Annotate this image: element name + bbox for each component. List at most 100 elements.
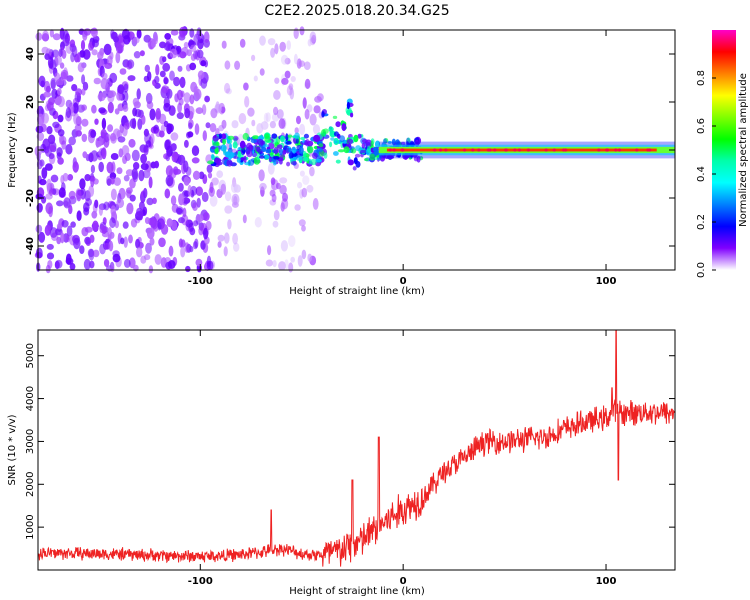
spectrogram-noise-blob: [117, 84, 125, 95]
spectrogram-noise-blob: [188, 222, 194, 232]
spectrogram-noise-blob: [267, 245, 272, 256]
spectrogram-y-tick-label: 0: [25, 146, 36, 153]
spectrogram-noise-blob: [286, 85, 293, 96]
spectrogram-noise-blob: [68, 136, 76, 146]
spectrogram-noise-blob: [98, 161, 104, 173]
colorbar-bar: [712, 30, 736, 270]
spectrogram-transition-blob: [370, 140, 374, 149]
spectrogram-noise-blob: [157, 221, 162, 231]
spectrogram-noise-blob: [187, 184, 192, 197]
spectrogram-noise-blob: [146, 227, 155, 239]
spectrogram-noise-blob: [298, 219, 306, 227]
spectrogram-noise-blob: [97, 92, 106, 102]
spectrogram-transition-blob: [265, 149, 272, 154]
spectrogram-noise-blob: [52, 33, 61, 41]
spectrogram-noise-blob: [115, 51, 121, 64]
snr-y-tick-label: 5000: [25, 343, 36, 368]
spectrogram-transition-blob: [303, 133, 309, 139]
spectrogram-transition-blob: [323, 152, 328, 159]
spectrogram-transition-blob: [273, 147, 279, 155]
spectrogram-noise-blob: [224, 191, 232, 202]
spectrogram-noise-blob: [70, 221, 76, 228]
snr-series-line: [37, 329, 676, 567]
colorbar-tick-label: 0.2: [696, 214, 707, 230]
spectrogram-transition-blob: [232, 156, 239, 159]
spectrogram-noise-blob: [224, 232, 230, 244]
spectrogram-noise-blob: [66, 225, 73, 237]
spectrogram-noise-blob: [164, 139, 171, 151]
spectrogram-noise-blob: [117, 136, 126, 143]
spectrogram-noise-blob: [299, 26, 305, 36]
spectrogram-noise-blob: [191, 157, 200, 164]
spectrogram-noise-blob: [132, 118, 137, 130]
spectrogram-noise-blob: [75, 88, 83, 96]
spectrogram-noise-blob: [296, 115, 301, 125]
spectrogram-noise-blob: [195, 186, 203, 196]
spectrogram-noise-blob: [183, 41, 189, 49]
spectrogram-noise-blob: [221, 119, 227, 129]
spectrogram-noise-blob: [286, 40, 292, 50]
spectrogram-noise-blob: [149, 108, 156, 121]
spectrogram-noise-blob: [148, 265, 154, 274]
spectrogram-noise-blob: [122, 155, 128, 165]
spectrogram-noise-blob: [127, 75, 136, 82]
spectrogram-noise-blob: [265, 112, 271, 122]
snr-x-tick-label: 100: [596, 576, 617, 587]
spectrogram-noise-blob: [190, 44, 197, 52]
snr-y-tick-label: 4000: [25, 386, 36, 411]
spectrogram-noise-blob: [145, 140, 152, 148]
spectrogram-noise-blob: [77, 62, 85, 73]
spectrogram-noise-blob: [62, 172, 69, 182]
spectrogram-noise-blob: [61, 220, 69, 228]
spectrogram-transition-blob: [312, 152, 318, 159]
spectrogram-noise-blob: [36, 203, 43, 213]
spectrogram-transition-blob: [333, 151, 339, 156]
spectrogram-y-axis-label: Frequency (Hz): [7, 112, 18, 188]
spectrogram-transition-blob: [330, 137, 335, 141]
colorbar-tick-label: 0.0: [696, 262, 707, 278]
spectrogram-noise-blob: [217, 234, 225, 242]
spectrogram-noise-blob: [140, 163, 149, 171]
spectrogram-transition-blob: [285, 133, 289, 142]
spectrogram-noise-blob: [75, 130, 82, 137]
spectrogram-transition-blob: [295, 155, 303, 161]
spectrogram-noise-blob: [52, 121, 60, 128]
spectrogram-noise-blob: [60, 232, 65, 244]
spectrogram-noise-blob: [179, 51, 187, 59]
spectrogram-noise-blob: [244, 96, 250, 108]
spectrogram-noise-blob: [178, 182, 184, 192]
spectrogram-noise-blob: [42, 30, 49, 42]
spectrogram-x-axis-label: Height of straight line (km): [289, 286, 425, 297]
spectrogram-noise-blob: [293, 27, 299, 40]
spectrogram-noise-blob: [176, 89, 183, 101]
spectrogram-noise-blob: [80, 40, 86, 51]
spectrogram-x-tick-label: 100: [596, 276, 617, 287]
spectrogram-noise-blob: [162, 62, 171, 72]
spectrogram-noise-blob: [110, 177, 115, 185]
spectrogram-noise-blob: [140, 114, 146, 125]
spectrogram-noise-blob: [66, 75, 74, 82]
spectrogram-noise-blob: [195, 107, 204, 114]
spectrogram-noise-blob: [123, 83, 129, 93]
spectrogram-noise-blob: [61, 140, 67, 150]
spectrogram-noise-blob: [138, 169, 145, 182]
spectrogram-transition-blob: [400, 141, 406, 146]
spectrogram-noise-blob: [171, 220, 178, 231]
spectrogram-noise-blob: [76, 52, 81, 63]
spectrogram-noise-blob: [132, 36, 140, 44]
spectrogram-noise-blob: [139, 50, 145, 57]
spectrogram-noise-blob: [231, 193, 240, 206]
spectrogram-noise-blob: [76, 210, 82, 221]
spectrogram-noise-blob: [109, 72, 118, 83]
spectrogram-noise-blob: [38, 231, 46, 243]
spectrogram-transition-blob: [263, 154, 270, 160]
tone-peak-dot: [504, 148, 508, 152]
spectrogram-noise-blob: [227, 219, 232, 230]
spectrogram-noise-blob: [153, 33, 159, 45]
spectrogram-noise-blob: [209, 123, 217, 133]
spectrogram-noise-blob: [205, 122, 211, 129]
spectrogram-noise-blob: [49, 227, 58, 238]
spectrogram-transition-blob: [341, 123, 347, 132]
spectrogram-noise-blob: [113, 36, 120, 43]
spectrogram-noise-blob: [195, 258, 203, 267]
